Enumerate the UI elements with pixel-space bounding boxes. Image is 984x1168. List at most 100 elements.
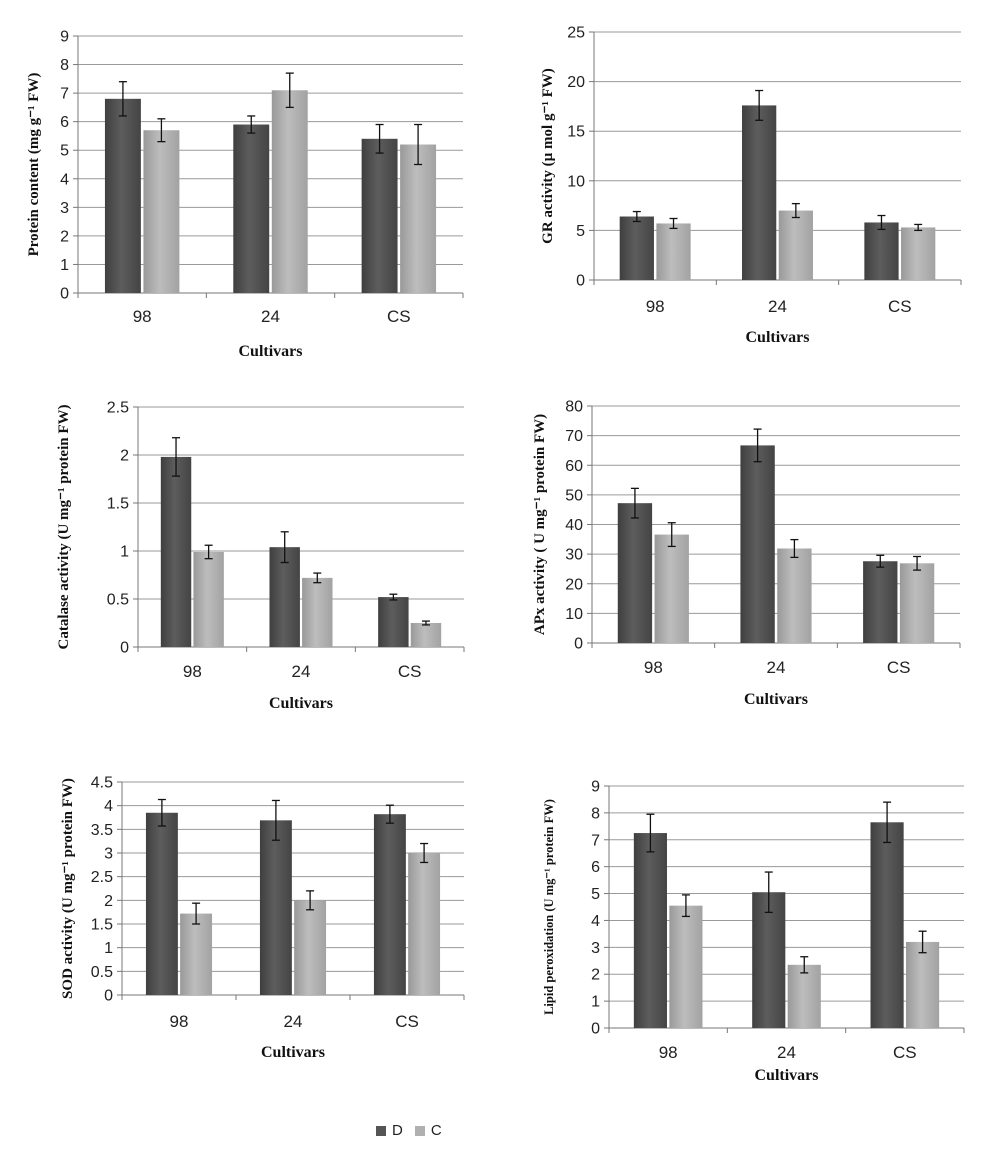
chart-6: 0 1 2 3 4 5 6 7 8 9 98 24 CS Cultivars Lipid peroxidat…	[542, 779, 965, 1084]
category-label: 98	[170, 1012, 189, 1031]
legend-label-d: D	[392, 1122, 403, 1139]
bar-d-cs	[870, 822, 904, 1028]
y-tick-label: 1	[60, 257, 69, 274]
error-bar	[753, 428, 762, 463]
category-label: 98	[646, 297, 665, 316]
category-label: 98	[183, 662, 202, 681]
error-bar	[192, 902, 201, 925]
bar-c-98	[669, 905, 703, 1028]
y-tick-label: 5	[576, 223, 585, 240]
y-tick-label: 9	[60, 29, 69, 46]
y-tick-label: 4	[591, 913, 600, 930]
y-tick-label: 2.5	[91, 869, 113, 886]
bar-d-24	[259, 820, 292, 995]
category-label: 24	[767, 658, 786, 677]
y-tick-label: 0	[576, 273, 585, 290]
y-tick-label: 10	[565, 606, 583, 623]
x-axis-title: Cultivars	[744, 691, 808, 708]
y-axis-title: Lipid peroxidation (U mg⁻¹ protein FW)	[542, 799, 556, 1015]
y-tick-label: 25	[567, 25, 585, 42]
y-tick-label: 2	[591, 967, 600, 984]
bar-c-cs	[408, 853, 441, 995]
bar-d-24	[233, 124, 270, 294]
y-tick-label: 8	[591, 805, 600, 822]
bar-c-98	[180, 913, 213, 995]
y-tick-label: 1	[104, 940, 113, 957]
bar-d-24	[740, 445, 775, 643]
bar-c-cs	[901, 227, 936, 280]
y-tick-label: 4	[60, 171, 69, 188]
error-bar	[247, 115, 256, 134]
bar-c-24	[787, 964, 821, 1028]
error-bar	[420, 842, 429, 864]
chart-5: 0 0.5 1 1.5 2 2.5 3 3.5 4 4.5 98 24 CS Cultivars SOD a…	[60, 775, 465, 1061]
legend-swatch-c	[414, 1125, 425, 1136]
error-bar	[313, 572, 322, 584]
error-bar	[913, 555, 922, 571]
bar-d-98	[619, 216, 654, 280]
error-bar	[172, 437, 181, 477]
bar-c-24	[778, 210, 813, 280]
y-tick-label: 70	[565, 428, 583, 445]
y-tick-label: 0	[120, 640, 129, 657]
bar-c-24	[271, 90, 308, 293]
y-axis-title: SOD activity (U mg⁻¹ protein FW)	[60, 778, 76, 999]
y-tick-label: 20	[567, 74, 585, 91]
error-bar	[791, 202, 800, 219]
chart-4: 0 10 20 30 40 50 60 70 80 98 24 CS Cultivars APx acti…	[532, 399, 961, 708]
x-axis-title: Cultivars	[261, 1044, 325, 1061]
category-label: 24	[261, 307, 280, 326]
y-tick-label: 2.5	[107, 400, 129, 417]
y-tick-label: 80	[565, 399, 583, 416]
bar-d-98	[617, 503, 653, 643]
y-tick-label: 10	[567, 173, 585, 190]
error-bar	[681, 894, 690, 918]
error-bar	[669, 217, 678, 230]
x-axis-title: Cultivars	[755, 1067, 819, 1084]
y-tick-label: 3	[591, 940, 600, 957]
y-tick-label: 5	[60, 143, 69, 160]
error-bar	[632, 210, 641, 223]
category-label: 24	[292, 662, 311, 681]
y-tick-label: 7	[591, 832, 600, 849]
category-label: CS	[398, 662, 422, 681]
y-tick-label: 4.5	[91, 775, 113, 792]
error-bar	[790, 538, 799, 559]
error-bar	[306, 890, 315, 911]
y-tick-label: 2	[120, 448, 129, 465]
y-tick-label: 0	[60, 286, 69, 303]
chart-1: 0 1 2 3 4 5 6 7 8 9 98 24 CS Cultivars Protein content…	[26, 29, 464, 360]
category-label: CS	[387, 307, 411, 326]
bar-c-98	[193, 551, 224, 647]
y-tick-label: 50	[565, 487, 583, 504]
bar-d-98	[160, 456, 192, 647]
bar-c-24	[777, 548, 812, 643]
bar-d-24	[742, 105, 777, 281]
bar-c-24	[294, 900, 327, 995]
error-bar	[876, 554, 885, 568]
category-label: 98	[133, 307, 152, 326]
bar-d-cs	[373, 814, 406, 995]
chart-2: 0 5 10 15 20 25 98 24 CS Cultivars GR activity (µ …	[540, 25, 962, 346]
error-bar	[280, 531, 289, 564]
category-label: 98	[659, 1043, 678, 1062]
error-bar	[271, 799, 280, 841]
bar-c-98	[656, 223, 691, 280]
y-axis-title: Protein content (mg g⁻¹ FW)	[26, 73, 42, 257]
error-bar	[800, 956, 809, 974]
error-bar	[204, 544, 213, 560]
error-bar	[630, 487, 639, 519]
error-bar	[385, 804, 394, 824]
y-tick-label: 9	[591, 779, 600, 796]
bar-d-cs	[864, 222, 899, 280]
bar-c-cs	[906, 941, 940, 1028]
y-tick-label: 2	[104, 893, 113, 910]
y-axis-title: GR activity (µ mol g⁻¹ FW)	[540, 68, 556, 244]
error-bar	[883, 801, 892, 844]
y-tick-label: 7	[60, 86, 69, 103]
error-bar	[918, 930, 927, 954]
y-axis-title: APx activity ( U mg⁻¹ protein FW)	[532, 414, 548, 635]
bar-d-cs	[361, 138, 398, 293]
category-label: CS	[893, 1043, 917, 1062]
y-tick-label: 5	[591, 886, 600, 903]
